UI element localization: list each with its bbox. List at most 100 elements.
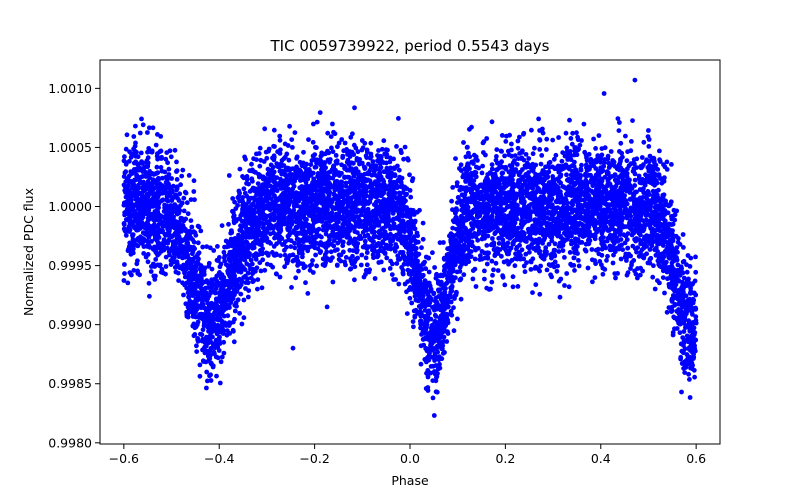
data-point (156, 205, 162, 211)
data-point (401, 156, 406, 162)
data-point (554, 268, 560, 274)
data-point (677, 330, 683, 336)
data-point (419, 332, 424, 337)
data-point (493, 157, 499, 163)
data-point (528, 267, 534, 272)
data-point (557, 240, 563, 246)
data-point (650, 188, 656, 194)
data-point (579, 240, 585, 245)
data-point (537, 248, 543, 254)
data-point (238, 291, 244, 297)
data-point (154, 164, 160, 170)
data-point (546, 241, 552, 247)
data-point (325, 130, 331, 136)
data-point (489, 279, 495, 285)
data-point (420, 236, 426, 242)
data-point (692, 374, 697, 380)
data-point (172, 147, 178, 153)
data-point (413, 245, 419, 251)
data-point (527, 195, 533, 201)
data-point (338, 258, 344, 264)
data-point (671, 207, 677, 213)
data-point (390, 211, 396, 216)
data-point (510, 274, 516, 280)
data-point (536, 116, 541, 122)
data-point (532, 179, 538, 185)
data-point (153, 142, 159, 148)
data-point (234, 303, 239, 309)
data-point (538, 161, 544, 167)
data-point (257, 260, 263, 266)
data-point (240, 174, 245, 179)
data-point (402, 144, 408, 150)
data-point (189, 224, 195, 230)
data-point (214, 331, 220, 337)
data-point (505, 240, 511, 246)
data-point (122, 154, 127, 160)
data-point (218, 359, 224, 365)
data-point (441, 256, 447, 262)
data-point (693, 254, 698, 260)
data-point (567, 117, 572, 123)
data-point (484, 243, 490, 248)
data-point (593, 146, 598, 151)
data-point (470, 276, 476, 282)
data-point (303, 280, 308, 286)
data-point (645, 134, 651, 140)
data-point (691, 356, 696, 361)
data-point (430, 395, 436, 401)
data-point (624, 272, 630, 278)
data-point (168, 154, 174, 160)
data-point (530, 151, 536, 157)
data-point (355, 149, 361, 155)
data-point (407, 295, 413, 301)
data-point (502, 282, 508, 288)
data-point (352, 259, 357, 265)
data-point (139, 116, 144, 122)
data-point (495, 268, 501, 273)
data-point (686, 276, 691, 282)
data-point (350, 131, 355, 137)
data-point (219, 354, 225, 360)
data-point (181, 292, 186, 298)
data-point (479, 170, 485, 176)
data-point (472, 256, 478, 262)
data-point (568, 136, 574, 141)
data-point (624, 158, 630, 164)
data-point (553, 152, 559, 158)
data-point (255, 181, 261, 187)
data-point (352, 105, 357, 111)
data-point (331, 129, 336, 135)
data-point (593, 261, 598, 267)
data-point (613, 207, 618, 213)
data-point (564, 271, 570, 276)
data-point (572, 159, 577, 165)
data-point (433, 389, 439, 395)
data-point (596, 133, 602, 139)
data-point (259, 285, 265, 291)
data-point (352, 277, 357, 283)
data-point (426, 269, 432, 275)
data-point (232, 308, 238, 314)
data-point (407, 172, 412, 178)
data-point (363, 255, 369, 261)
data-points (121, 77, 699, 418)
data-point (687, 377, 692, 382)
data-point (137, 130, 143, 136)
data-point (140, 122, 146, 128)
data-point (343, 180, 349, 186)
data-point (394, 261, 400, 266)
data-point (489, 119, 495, 125)
data-point (315, 246, 321, 252)
data-point (461, 140, 466, 145)
data-point (494, 147, 500, 153)
data-point (404, 191, 409, 197)
data-point (444, 339, 450, 344)
data-point (648, 255, 654, 261)
data-point (530, 290, 535, 295)
data-point (214, 257, 220, 263)
data-point (564, 172, 569, 178)
data-point (504, 258, 510, 264)
data-point (184, 200, 190, 206)
data-point (151, 261, 156, 267)
